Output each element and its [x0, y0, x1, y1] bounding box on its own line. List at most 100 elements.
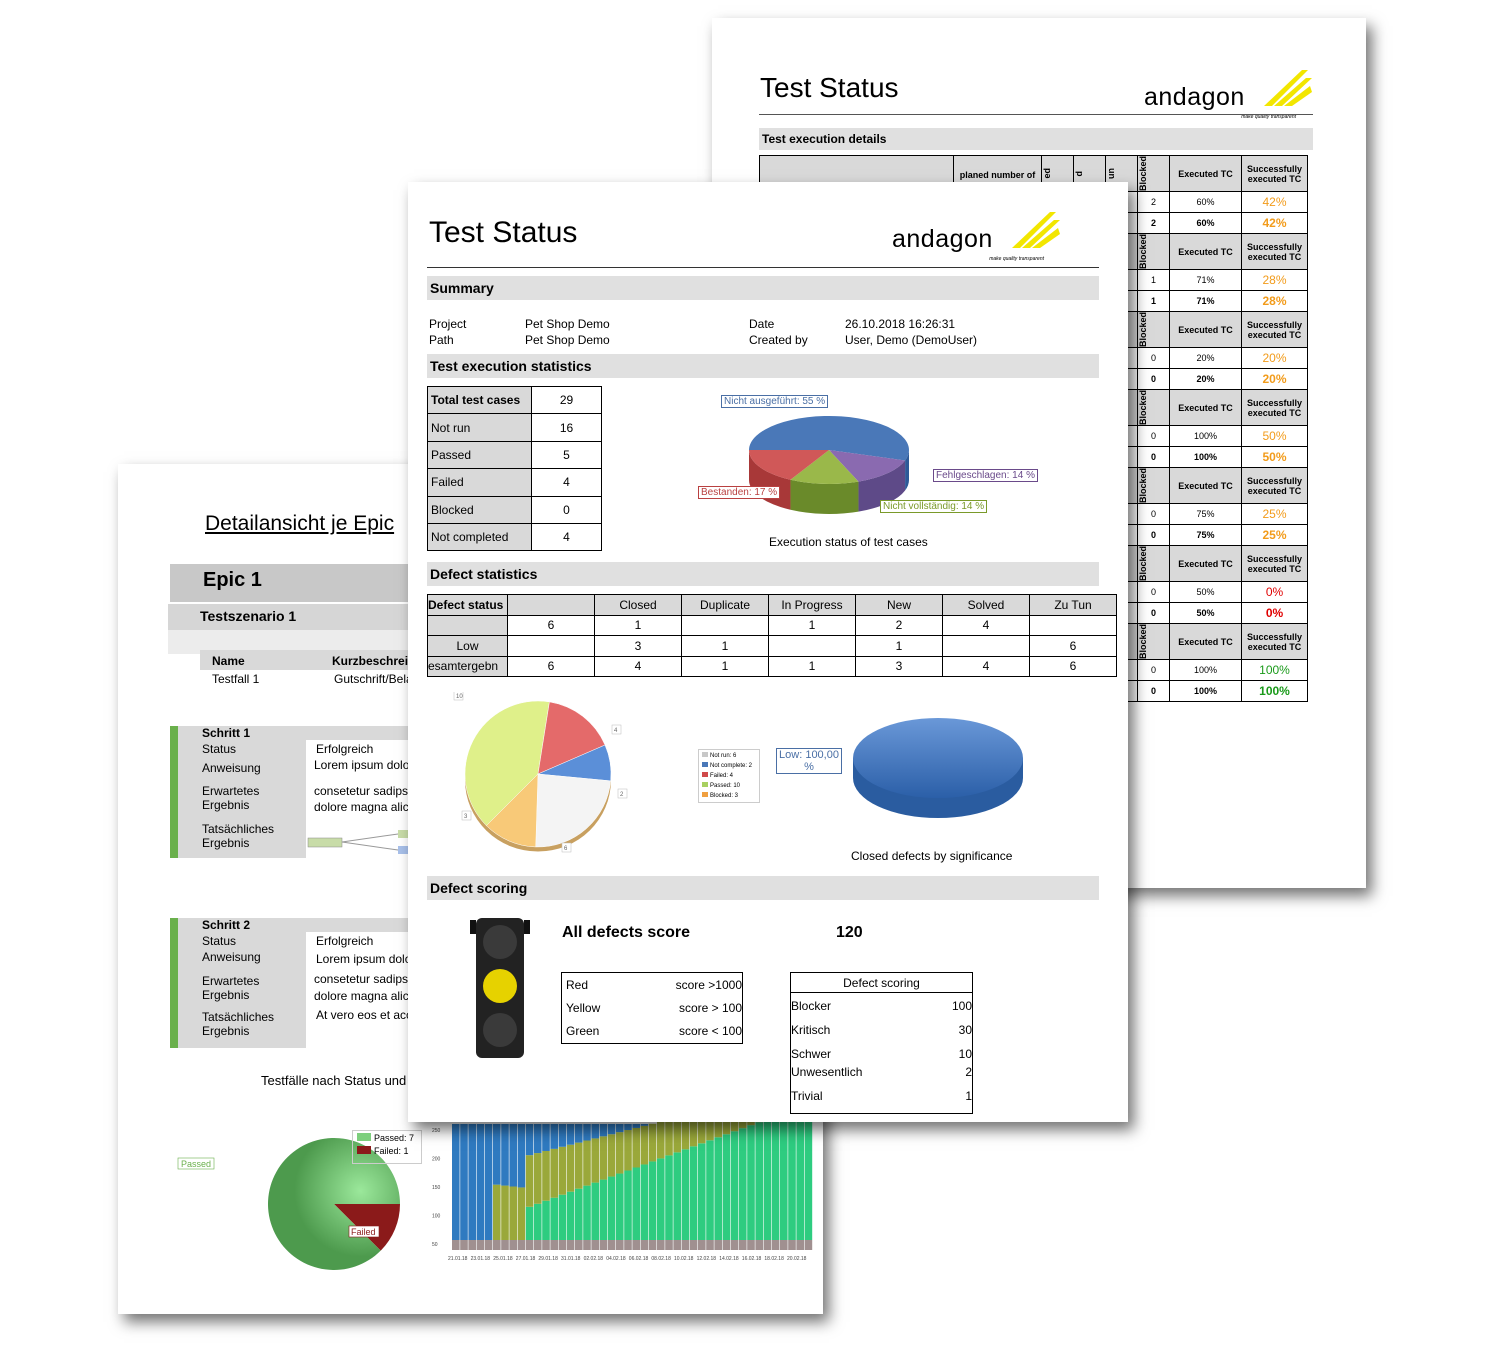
- table-cell: 1: [1137, 290, 1170, 313]
- bar-segment-not-run: [452, 1124, 460, 1240]
- table-cell: Blocked: [1137, 233, 1170, 271]
- pie-number: 10: [456, 694, 463, 700]
- x-tick-label: 29.01.18: [538, 1256, 558, 1262]
- table-cell: 50%: [1241, 446, 1308, 469]
- bar-segment-failed: [558, 1146, 567, 1195]
- vertical-header: d: [1074, 170, 1084, 177]
- bar-segment-failed: [542, 1150, 550, 1201]
- bar-segment-blocked: [476, 1240, 485, 1250]
- anweisung-label: Anweisung: [202, 950, 261, 964]
- closed-pie-label: Low: 100,00 %: [776, 748, 842, 774]
- bar-segment-failed: [648, 1123, 657, 1162]
- bar-segment-blocked: [607, 1240, 616, 1250]
- pie-slice-passed: [464, 700, 550, 826]
- project-label: Project: [429, 317, 467, 331]
- bar-segment-failed: [599, 1136, 608, 1180]
- tatsaechliches-label-2: Ergebnis: [202, 836, 250, 850]
- stat-value: 4: [531, 468, 602, 497]
- row-header: [427, 614, 508, 636]
- scoring-table-title: Defect scoring: [791, 973, 972, 993]
- table-cell: 100%: [1241, 659, 1308, 682]
- table-cell: Successfully executed TC: [1241, 545, 1308, 583]
- bar-segment-blocked: [747, 1240, 755, 1250]
- erwartetes-label: Erwartetes: [202, 974, 260, 988]
- anweisung-value: Lorem ipsum dolo: [316, 952, 412, 966]
- anweisung-label: Anweisung: [202, 761, 261, 775]
- bar-segment-passed: [722, 1134, 731, 1240]
- stat-label: Passed: [427, 440, 532, 470]
- pie-slice-failed: [537, 701, 606, 775]
- pie-number: 3: [464, 814, 468, 820]
- logo-wing-icon: [1264, 70, 1312, 106]
- table-cell: 60%: [1169, 212, 1242, 235]
- bar-segment-passed: [616, 1173, 624, 1240]
- scoring-name: Trivial: [791, 1089, 823, 1103]
- bar-segment-blocked: [493, 1240, 501, 1250]
- bar-segment-blocked: [632, 1240, 640, 1250]
- bar-segment-not-run: [558, 1124, 567, 1147]
- bar-segment-passed: [607, 1176, 616, 1240]
- bar-segment-failed: [714, 1122, 722, 1138]
- stat-label: Total test cases: [427, 385, 532, 415]
- bar-segment-blocked: [730, 1240, 739, 1250]
- bar-segment-failed: [722, 1122, 731, 1135]
- scoring-row: Blocker 100: [791, 999, 972, 1015]
- bar-segment-blocked: [763, 1240, 772, 1250]
- bar-segment-passed: [550, 1197, 558, 1240]
- bar-segment-blocked: [525, 1240, 534, 1250]
- col-name-header: Name: [212, 654, 245, 668]
- table-cell: 0: [1137, 581, 1170, 604]
- traffic-light-icon: [470, 918, 530, 1058]
- table-cell: 3: [855, 655, 943, 677]
- pie-label-passed: Bestanden: 17 %: [698, 486, 781, 499]
- column-header: Duplicate: [681, 594, 769, 616]
- defect-scoring-heading: Defect scoring: [427, 876, 1099, 900]
- legend-label: Not complete: 2: [710, 763, 753, 769]
- table-cell: 60%: [1169, 191, 1242, 214]
- back-page-title: Test Status: [760, 72, 899, 103]
- bar-segment-passed: [534, 1203, 542, 1240]
- legend-item: Not complete: 2: [702, 762, 756, 769]
- x-tick-label: 23.01.18: [471, 1256, 491, 1262]
- x-tick-label: 06.02.18: [629, 1256, 649, 1262]
- row-header: Low: [427, 635, 508, 657]
- bar-segment-failed: [501, 1185, 509, 1240]
- bar-segment-blocked: [681, 1240, 690, 1250]
- table-cell: 28%: [1241, 269, 1308, 292]
- bar-segment-blocked: [648, 1240, 657, 1250]
- bar-segment-not-run: [476, 1124, 485, 1240]
- bar-segment-not-run: [468, 1124, 476, 1240]
- bar-segment-passed: [681, 1149, 690, 1240]
- legend-swatch: [702, 762, 708, 767]
- project-value: Pet Shop Demo: [525, 317, 610, 331]
- title-rule: [759, 114, 1313, 115]
- bar-segment-blocked: [583, 1240, 591, 1250]
- table-cell: Successfully executed TC: [1241, 389, 1308, 427]
- bar-segment-passed: [706, 1140, 714, 1240]
- bar-segment-passed: [780, 1122, 788, 1240]
- stat-label: Not run: [427, 413, 532, 442]
- andagon-logo: andagon make quality transparent: [1144, 66, 1324, 120]
- table-cell: 50%: [1241, 425, 1308, 448]
- score-levels-box: Red score >1000 Yellow score > 100 Green scor…: [561, 972, 743, 1044]
- vertical-header: Blocked: [1138, 624, 1148, 660]
- scoring-name: Kritisch: [791, 1023, 831, 1037]
- erwartetes-label-2: Ergebnis: [202, 798, 250, 812]
- x-tick-label: 31.01.18: [561, 1256, 581, 1262]
- bar-segment-not-run: [542, 1124, 550, 1151]
- stat-row: Not run 16: [427, 413, 602, 442]
- x-tick-label: 16.02.18: [742, 1256, 762, 1262]
- tatsaechliches-label: Tatsächliches: [202, 822, 275, 836]
- status-label: Status: [202, 934, 237, 948]
- erwartetes-value-2: dolore magna alic: [314, 800, 409, 814]
- scoring-row: Kritisch 30: [791, 1023, 972, 1039]
- bar-segment-blocked: [739, 1240, 747, 1250]
- bar-segment-failed: [730, 1122, 739, 1132]
- table-cell: 0: [1137, 503, 1170, 526]
- table-cell: Successfully executed TC: [1241, 467, 1308, 505]
- closed-pie-caption: Closed defects by significance: [851, 849, 1013, 863]
- level-score: score >1000: [675, 978, 742, 992]
- summary-heading: Summary: [427, 276, 1099, 300]
- bar-segment-passed: [566, 1191, 575, 1240]
- bar-segment-passed: [583, 1185, 591, 1240]
